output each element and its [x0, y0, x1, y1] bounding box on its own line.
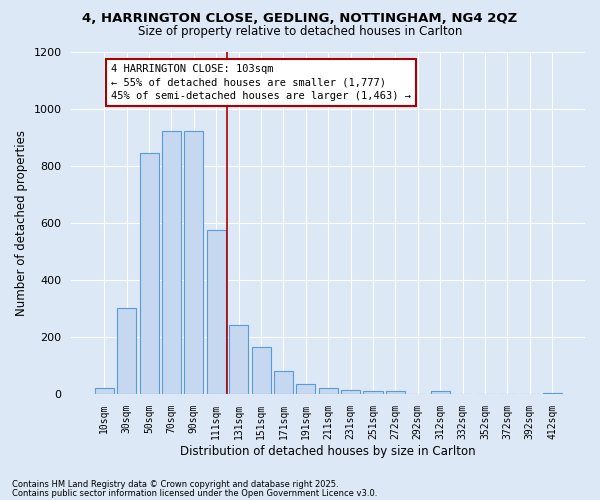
Bar [251, 347, 271, 394]
Text: Contains public sector information licensed under the Open Government Licence v3: Contains public sector information licen… [12, 488, 377, 498]
Bar [117, 308, 136, 394]
Text: 4, HARRINGTON CLOSE, GEDLING, NOTTINGHAM, NG4 2QZ: 4, HARRINGTON CLOSE, GEDLING, NOTTINGHAM… [82, 12, 518, 26]
Text: 4 HARRINGTON CLOSE: 103sqm
← 55% of detached houses are smaller (1,777)
45% of s: 4 HARRINGTON CLOSE: 103sqm ← 55% of deta… [111, 64, 411, 100]
Bar [162, 132, 181, 394]
Y-axis label: Number of detached properties: Number of detached properties [15, 130, 28, 316]
Bar [364, 390, 383, 394]
Text: Contains HM Land Registry data © Crown copyright and database right 2025.: Contains HM Land Registry data © Crown c… [12, 480, 338, 489]
Bar [140, 153, 158, 394]
Bar [95, 388, 114, 394]
Bar [431, 391, 449, 394]
Bar [274, 371, 293, 394]
Text: Size of property relative to detached houses in Carlton: Size of property relative to detached ho… [138, 25, 462, 38]
Bar [207, 230, 226, 394]
X-axis label: Distribution of detached houses by size in Carlton: Distribution of detached houses by size … [181, 444, 476, 458]
Bar [341, 390, 360, 394]
Bar [296, 384, 316, 394]
Bar [386, 391, 405, 394]
Bar [184, 132, 203, 394]
Bar [229, 326, 248, 394]
Bar [542, 392, 562, 394]
Bar [319, 388, 338, 394]
